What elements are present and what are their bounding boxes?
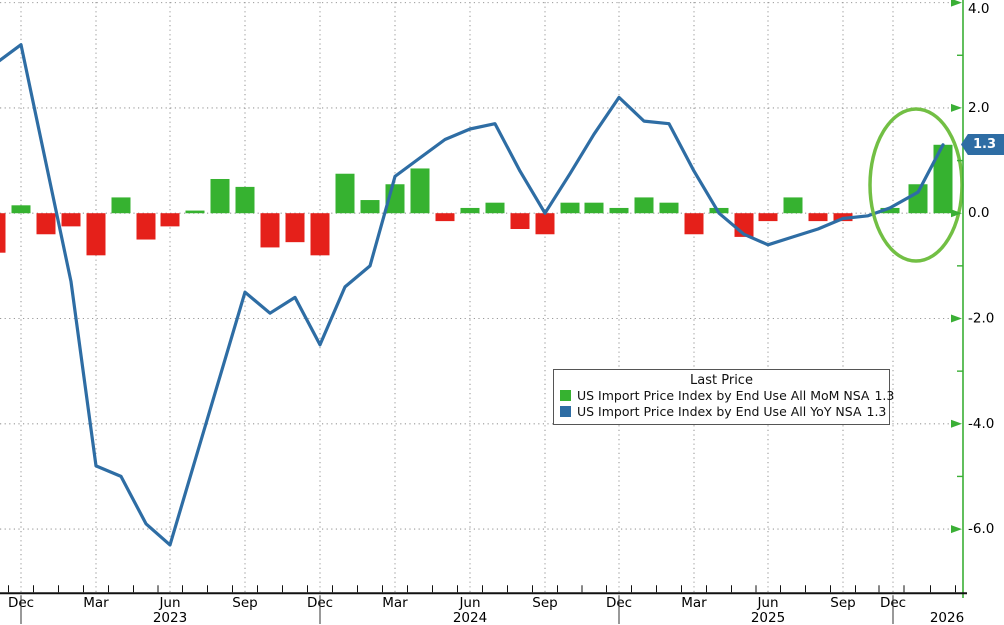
x-month-label: Sep <box>830 595 855 611</box>
year-label: 2026 <box>930 610 964 625</box>
mom-bar <box>560 202 580 214</box>
mom-bar <box>160 213 180 227</box>
mom-bar <box>410 168 430 214</box>
legend-title: Last Price <box>690 373 753 388</box>
x-month-label: Jun <box>458 595 480 611</box>
y-axis-arrow-icon <box>951 0 962 7</box>
y-axis-label: -6.0 <box>968 521 994 537</box>
mom-bar <box>36 213 56 235</box>
mom-bar <box>435 213 455 222</box>
mom-bar <box>933 144 953 214</box>
highlight-ellipse <box>868 107 964 263</box>
mom-bar <box>335 173 355 214</box>
mom-bar <box>61 213 81 227</box>
mom-bar <box>609 207 629 214</box>
y-axis-arrow-icon <box>951 209 962 218</box>
mom-bar <box>808 213 828 222</box>
mom-bar <box>260 213 280 248</box>
x-month-label: Mar <box>681 595 707 611</box>
mom-series-swatch-icon <box>560 390 571 401</box>
mom-bar <box>86 213 106 256</box>
x-month-label: Jun <box>158 595 180 611</box>
mom-bar <box>908 184 928 214</box>
mom-bar <box>460 207 480 214</box>
y-axis-label: 4.0 <box>968 1 989 17</box>
y-axis-arrow-icon <box>951 314 962 323</box>
mom-bar <box>11 205 31 214</box>
mom-bar <box>310 213 330 256</box>
legend-label-mom: US Import Price Index by End Use All MoM… <box>577 388 870 403</box>
mom-bar <box>185 210 205 214</box>
yoy-line <box>0 43 945 547</box>
mom-bar <box>584 202 604 214</box>
y-axis-label: 2.0 <box>968 100 989 116</box>
mom-bar <box>659 202 679 214</box>
x-month-label: Sep <box>532 595 557 611</box>
mom-bar <box>634 197 654 214</box>
mom-bar <box>0 213 6 253</box>
year-label: 2025 <box>751 610 785 625</box>
mom-bar <box>510 213 530 230</box>
x-month-label: Mar <box>83 595 109 611</box>
mom-bar <box>360 200 380 214</box>
mom-bar <box>684 213 704 235</box>
y-axis-label: -2.0 <box>968 310 994 326</box>
yoy-series-swatch-icon <box>560 406 571 417</box>
mom-bar <box>485 202 505 214</box>
y-axis-arrow-icon <box>951 419 962 428</box>
legend-row-yoy: US Import Price Index by End Use All YoY… <box>560 404 886 420</box>
mom-bar <box>880 207 900 214</box>
year-label: 2023 <box>153 610 187 625</box>
legend-value-yoy: 1.3 <box>866 404 887 419</box>
legend-box: Last Price US Import Price Index by End … <box>553 369 894 425</box>
mom-bar <box>285 213 305 243</box>
legend-value-mom: 1.3 <box>874 388 895 403</box>
year-label: 2024 <box>453 610 487 625</box>
mom-bar <box>783 197 803 214</box>
y-axis-arrow-icon <box>951 525 962 534</box>
last-price-axis-tag: 1.3 <box>961 134 1004 155</box>
y-axis-arrow-icon <box>951 103 962 112</box>
x-month-label: Sep <box>232 595 257 611</box>
mom-bar <box>210 178 230 214</box>
y-axis-label: 0.0 <box>968 205 989 221</box>
mom-bar <box>235 186 255 214</box>
legend-label-yoy: US Import Price Index by End Use All YoY… <box>577 404 862 419</box>
mom-bar <box>535 213 555 235</box>
legend-row-mom: US Import Price Index by End Use All MoM… <box>560 388 894 404</box>
mom-bar <box>111 197 131 214</box>
x-month-label: Mar <box>382 595 408 611</box>
mom-bar <box>136 213 156 240</box>
x-month-label: Jun <box>756 595 778 611</box>
y-axis-label: -4.0 <box>968 416 994 432</box>
mom-bar <box>758 213 778 222</box>
